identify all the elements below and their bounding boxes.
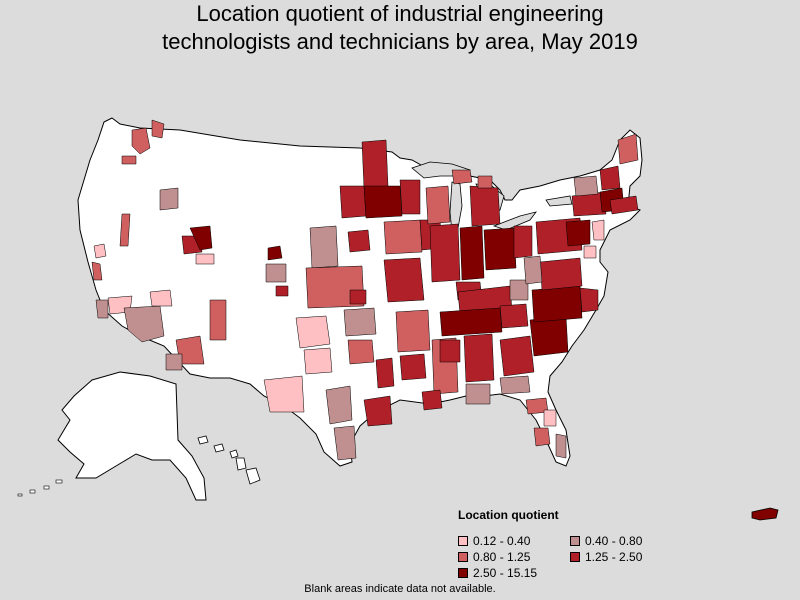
legend-label-4: 2.50 - 15.15	[473, 565, 538, 580]
area-az-tucson	[165, 353, 183, 371]
area-wi	[425, 185, 451, 225]
area-az-nm	[209, 299, 227, 341]
legend-label-1: 0.40 - 0.80	[585, 533, 643, 548]
area-al-south	[465, 383, 491, 405]
area-mn-west	[339, 185, 367, 219]
legend-item-1: 0.40 - 0.80	[570, 533, 690, 548]
area-mi	[469, 185, 501, 227]
area-tx-houston	[363, 395, 393, 427]
area-tn-east	[499, 303, 529, 329]
legend-swatch-0	[458, 535, 468, 546]
area-va	[539, 257, 583, 291]
aleutian-islands	[17, 479, 63, 497]
area-mi-north	[477, 175, 493, 189]
area-mn-east	[399, 179, 421, 215]
area-me	[617, 133, 639, 165]
area-nd	[361, 139, 389, 189]
legend: Location quotient 0.12 - 0.40 0.40 - 0.8…	[458, 508, 718, 580]
area-tx-dfw	[347, 339, 375, 365]
area-tx-east	[375, 357, 395, 389]
area-la	[399, 353, 427, 381]
area-tx-south	[333, 425, 357, 461]
area-co-south	[275, 285, 289, 297]
area-nc	[531, 285, 583, 323]
area-tx-west	[263, 375, 305, 413]
area-oh	[483, 227, 517, 271]
area-ca-central	[91, 261, 103, 281]
area-wa-east	[151, 119, 165, 139]
legend-swatch-3	[570, 551, 580, 562]
area-mi-up	[451, 169, 473, 185]
area-ar	[395, 309, 431, 353]
legend-swatch-4	[458, 567, 468, 578]
area-ca-south	[123, 305, 165, 343]
area-nc-east	[579, 287, 599, 313]
area-ia	[383, 219, 423, 255]
area-tx-panhandle	[295, 315, 331, 349]
area-co-east	[265, 263, 287, 283]
legend-item-4: 2.50 - 15.15	[458, 565, 570, 580]
hawaii	[197, 435, 261, 485]
legend-item-2: 0.80 - 1.25	[458, 549, 570, 564]
area-oh-east	[513, 225, 533, 259]
area-ut-south	[195, 253, 215, 265]
legend-label-3: 1.25 - 2.50	[585, 549, 643, 564]
area-wy	[267, 245, 283, 261]
area-pa-east	[565, 219, 591, 247]
legend-item-3: 1.25 - 2.50	[570, 549, 690, 564]
area-fl-orlando	[543, 409, 557, 427]
area-norcal	[119, 213, 131, 247]
area-ne-omaha	[347, 229, 371, 253]
area-sf	[93, 243, 107, 259]
area-ms-north	[439, 339, 461, 363]
alaska	[57, 371, 207, 501]
area-ks-wichita	[349, 289, 367, 305]
legend-swatch-1	[570, 535, 580, 546]
area-mn-central	[363, 185, 403, 219]
area-ok	[343, 307, 377, 337]
area-ga-south	[499, 375, 531, 395]
area-fl-south	[555, 433, 567, 459]
area-la-south	[421, 389, 443, 411]
area-mo	[383, 257, 425, 303]
area-md-de	[583, 245, 597, 259]
area-ma	[609, 195, 639, 215]
area-idaho	[159, 187, 179, 211]
legend-title: Location quotient	[458, 508, 559, 522]
area-al	[463, 333, 495, 383]
area-ny-north	[573, 175, 599, 197]
area-ut-slc	[189, 225, 213, 251]
map-title: Location quotient of industrial engineer…	[0, 0, 800, 56]
area-tx-central	[325, 385, 353, 425]
area-ky-east	[509, 279, 529, 301]
area-in	[459, 225, 485, 281]
area-ga	[499, 335, 535, 377]
area-oregon	[121, 155, 137, 165]
area-tx-abilene	[303, 347, 333, 375]
area-fl-tampa	[533, 427, 551, 447]
footnote: Blank areas indicate data not available.	[304, 583, 496, 595]
legend-item-0: 0.12 - 0.40	[458, 533, 570, 548]
area-ne-sd	[309, 225, 339, 269]
area-tn	[439, 307, 503, 337]
title-line-1: Location quotient of industrial engineer…	[196, 1, 604, 26]
area-ks	[305, 265, 365, 309]
area-il	[429, 223, 461, 283]
area-wv	[523, 255, 543, 285]
shaded-areas	[91, 119, 639, 461]
legend-swatch-2	[458, 551, 468, 562]
area-nh-vt	[599, 165, 621, 191]
area-seattle	[131, 127, 151, 155]
area-ca-coast	[95, 299, 109, 319]
puerto-rico	[751, 507, 779, 521]
legend-label-0: 0.12 - 0.40	[473, 533, 531, 548]
area-nj	[591, 219, 605, 241]
area-nv	[149, 289, 173, 307]
legend-label-2: 0.80 - 1.25	[473, 549, 531, 564]
lake-ontario	[545, 195, 573, 207]
title-line-2: technologists and technicians by area, M…	[162, 29, 638, 54]
